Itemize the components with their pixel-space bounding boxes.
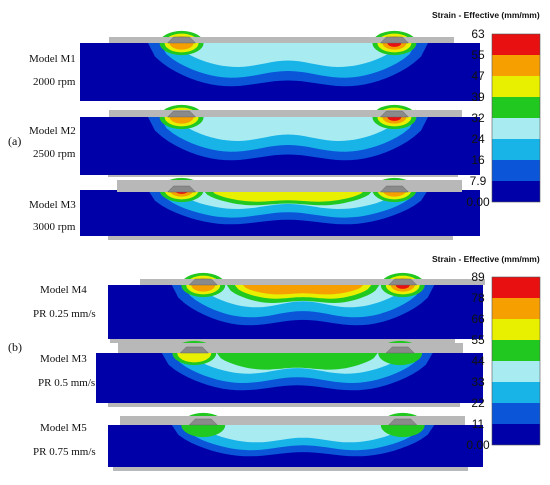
colorbar-b-tick-label: 66 xyxy=(471,312,485,326)
model-m1-param: 2000 rpm xyxy=(33,76,76,88)
contour-m3b xyxy=(96,340,483,407)
colorbar-b-segment xyxy=(492,340,540,361)
colorbar-b-tick-label: 33 xyxy=(471,375,485,389)
colorbar-a-tick-label: 39 xyxy=(471,90,485,104)
colorbar-a-segment xyxy=(492,34,540,55)
contour-m5 xyxy=(108,412,483,471)
colorbars: 63 55 47 39 32 24 16 7.9 0.00 89 78 66 55 44 33 22 11 0.0… xyxy=(466,27,541,452)
colorbar-b-segment xyxy=(492,382,540,403)
tool-plate xyxy=(120,416,465,425)
colorbar-b-tick-label: 78 xyxy=(471,291,485,305)
backing-plate xyxy=(108,403,460,407)
colorbar-a-segment xyxy=(492,139,540,160)
colorbar-a-tick-label: 24 xyxy=(471,132,485,146)
model-m2-name: Model M2 xyxy=(29,125,76,137)
colorbar-a-title: Strain - Effective (mm/mm) xyxy=(432,10,540,20)
tool-plate xyxy=(109,37,454,43)
model-m3-param: 3000 rpm xyxy=(33,221,76,233)
colorbar-a-segment xyxy=(492,181,540,202)
colorbar-a-segment xyxy=(492,160,540,181)
tool-shoulder xyxy=(388,418,418,426)
model-m3b-name: Model M3 xyxy=(40,353,87,365)
colorbar-b-title: Strain - Effective (mm/mm) xyxy=(432,254,540,264)
tool-shoulder xyxy=(188,418,218,426)
tool-plate xyxy=(118,343,463,353)
backing-plate xyxy=(113,467,468,471)
panel-a-label: (a) xyxy=(8,134,21,148)
colorbar-a-frame xyxy=(491,33,541,203)
colorbar-a-tick-label: 0.00 xyxy=(466,195,490,209)
contour-m2 xyxy=(80,104,480,177)
strain-contour-level xyxy=(201,425,405,443)
colorbar-a-segment xyxy=(492,97,540,118)
colorbar-b-segment xyxy=(492,298,540,319)
colorbar-a-tick-label: 55 xyxy=(471,48,485,62)
colorbar-b-segment xyxy=(492,361,540,382)
colorbar-a-tick-label: 63 xyxy=(471,27,485,41)
colorbar-b-segment xyxy=(492,403,540,424)
colorbar-a-tick-label: 16 xyxy=(471,153,485,167)
contour-m4 xyxy=(108,272,485,343)
colorbar-b-tick-label: 55 xyxy=(471,333,485,347)
model-m3b-param: PR 0.5 mm/s xyxy=(38,377,95,389)
colorbar-b-tick-label: 22 xyxy=(471,396,485,410)
strain-contour-level xyxy=(211,190,365,202)
tool-shoulder xyxy=(379,185,410,193)
colorbar-b-segment xyxy=(492,277,540,298)
tool-shoulder xyxy=(379,36,410,44)
colorbar-b-segment xyxy=(492,424,540,445)
colorbar-b-tick-label: 44 xyxy=(471,354,485,368)
tool-plate xyxy=(140,279,485,285)
colorbar-a-tick-label: 47 xyxy=(471,69,485,83)
tool-shoulder xyxy=(385,346,415,354)
colorbar-b-tick-label: 0.00 xyxy=(466,438,490,452)
contour-m3 xyxy=(80,177,480,240)
backing-plate xyxy=(110,339,455,343)
tool-shoulder xyxy=(379,110,410,118)
colorbar-b-frame xyxy=(491,276,541,446)
contour-plots xyxy=(80,30,485,471)
model-m4-name: Model M4 xyxy=(40,284,87,296)
tool-shoulder xyxy=(188,278,218,286)
tool-plate xyxy=(117,180,462,192)
colorbar-a-segment xyxy=(492,118,540,139)
model-m2-param: 2500 rpm xyxy=(33,148,76,160)
model-m3-name: Model M3 xyxy=(29,199,76,211)
colorbar-a: 63 55 47 39 32 24 16 7.9 0.00 xyxy=(466,27,541,209)
colorbar-a-segment xyxy=(492,55,540,76)
tool-shoulder xyxy=(166,110,197,118)
colorbar-a-tick-label: 7.9 xyxy=(470,174,487,188)
colorbar-a-tick-label: 32 xyxy=(471,111,485,125)
tool-shoulder xyxy=(166,185,197,193)
colorbar-b: 89 78 66 55 44 33 22 11 0.00 xyxy=(466,270,541,452)
strain-contour-level xyxy=(178,43,398,67)
backing-plate xyxy=(108,236,453,240)
contour-m1 xyxy=(80,30,480,101)
model-m4-param: PR 0.25 mm/s xyxy=(33,308,96,320)
strain-contour-level xyxy=(242,285,364,295)
strain-contour-level xyxy=(178,117,398,141)
colorbar-b-tick-label: 89 xyxy=(471,270,485,284)
tool-shoulder xyxy=(388,278,418,286)
model-m5-param: PR 0.75 mm/s xyxy=(33,446,96,458)
model-m1-name: Model M1 xyxy=(29,53,76,65)
panel-b-label: (b) xyxy=(8,340,22,354)
model-m5-name: Model M5 xyxy=(40,422,87,434)
tool-shoulder xyxy=(179,346,209,354)
strain-contour-level xyxy=(216,353,378,370)
tool-shoulder xyxy=(166,36,197,44)
colorbar-a-segment xyxy=(492,76,540,97)
colorbar-b-tick-label: 11 xyxy=(472,417,485,431)
tool-plate xyxy=(109,110,462,117)
colorbar-b-segment xyxy=(492,319,540,340)
